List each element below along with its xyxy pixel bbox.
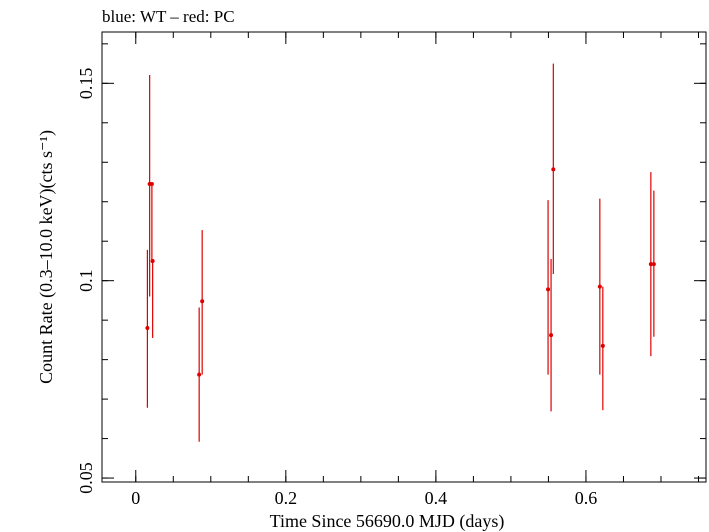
point-marker — [197, 372, 202, 377]
data-point — [149, 181, 154, 263]
data-point — [600, 286, 605, 411]
x-tick-label: 0.6 — [575, 488, 598, 508]
axis-ticks — [102, 32, 706, 482]
point-marker — [600, 343, 605, 348]
data-point — [551, 63, 556, 274]
y-tick-label: 0.05 — [76, 462, 96, 494]
x-axis-label: Time Since 56690.0 MJD (days) — [270, 511, 505, 532]
point-marker — [597, 284, 602, 289]
data-point — [546, 200, 551, 375]
data-point — [651, 190, 656, 337]
chart-title: blue: WT – red: PC — [102, 7, 235, 26]
point-marker — [651, 262, 656, 267]
data-marks — [145, 63, 656, 442]
x-tick-label: 0 — [131, 488, 140, 508]
y-axis-label: Count Rate (0.3–10.0 keV)(cts s⁻¹) — [36, 130, 57, 384]
data-point — [549, 258, 554, 412]
point-marker — [648, 262, 653, 267]
point-marker — [150, 258, 155, 263]
data-point — [197, 307, 202, 442]
data-point — [648, 172, 653, 357]
y-tick-label: 0.1 — [76, 269, 96, 292]
point-marker — [145, 326, 150, 331]
data-point — [597, 198, 602, 375]
y-tick-labels: 0.05 0.1 0.15 — [76, 68, 96, 494]
data-point — [200, 230, 205, 375]
x-tick-labels: 0 0.2 0.4 0.6 — [131, 488, 597, 508]
plot-frame — [101, 31, 707, 483]
data-point — [150, 258, 155, 338]
x-tick-label: 0.4 — [425, 488, 448, 508]
point-marker — [549, 333, 554, 338]
x-tick-label: 0.2 — [275, 488, 298, 508]
data-point — [145, 249, 150, 408]
point-marker — [200, 299, 205, 304]
y-tick-label: 0.15 — [76, 68, 96, 100]
point-marker — [149, 181, 154, 186]
point-marker — [551, 167, 556, 172]
point-marker — [546, 287, 551, 292]
